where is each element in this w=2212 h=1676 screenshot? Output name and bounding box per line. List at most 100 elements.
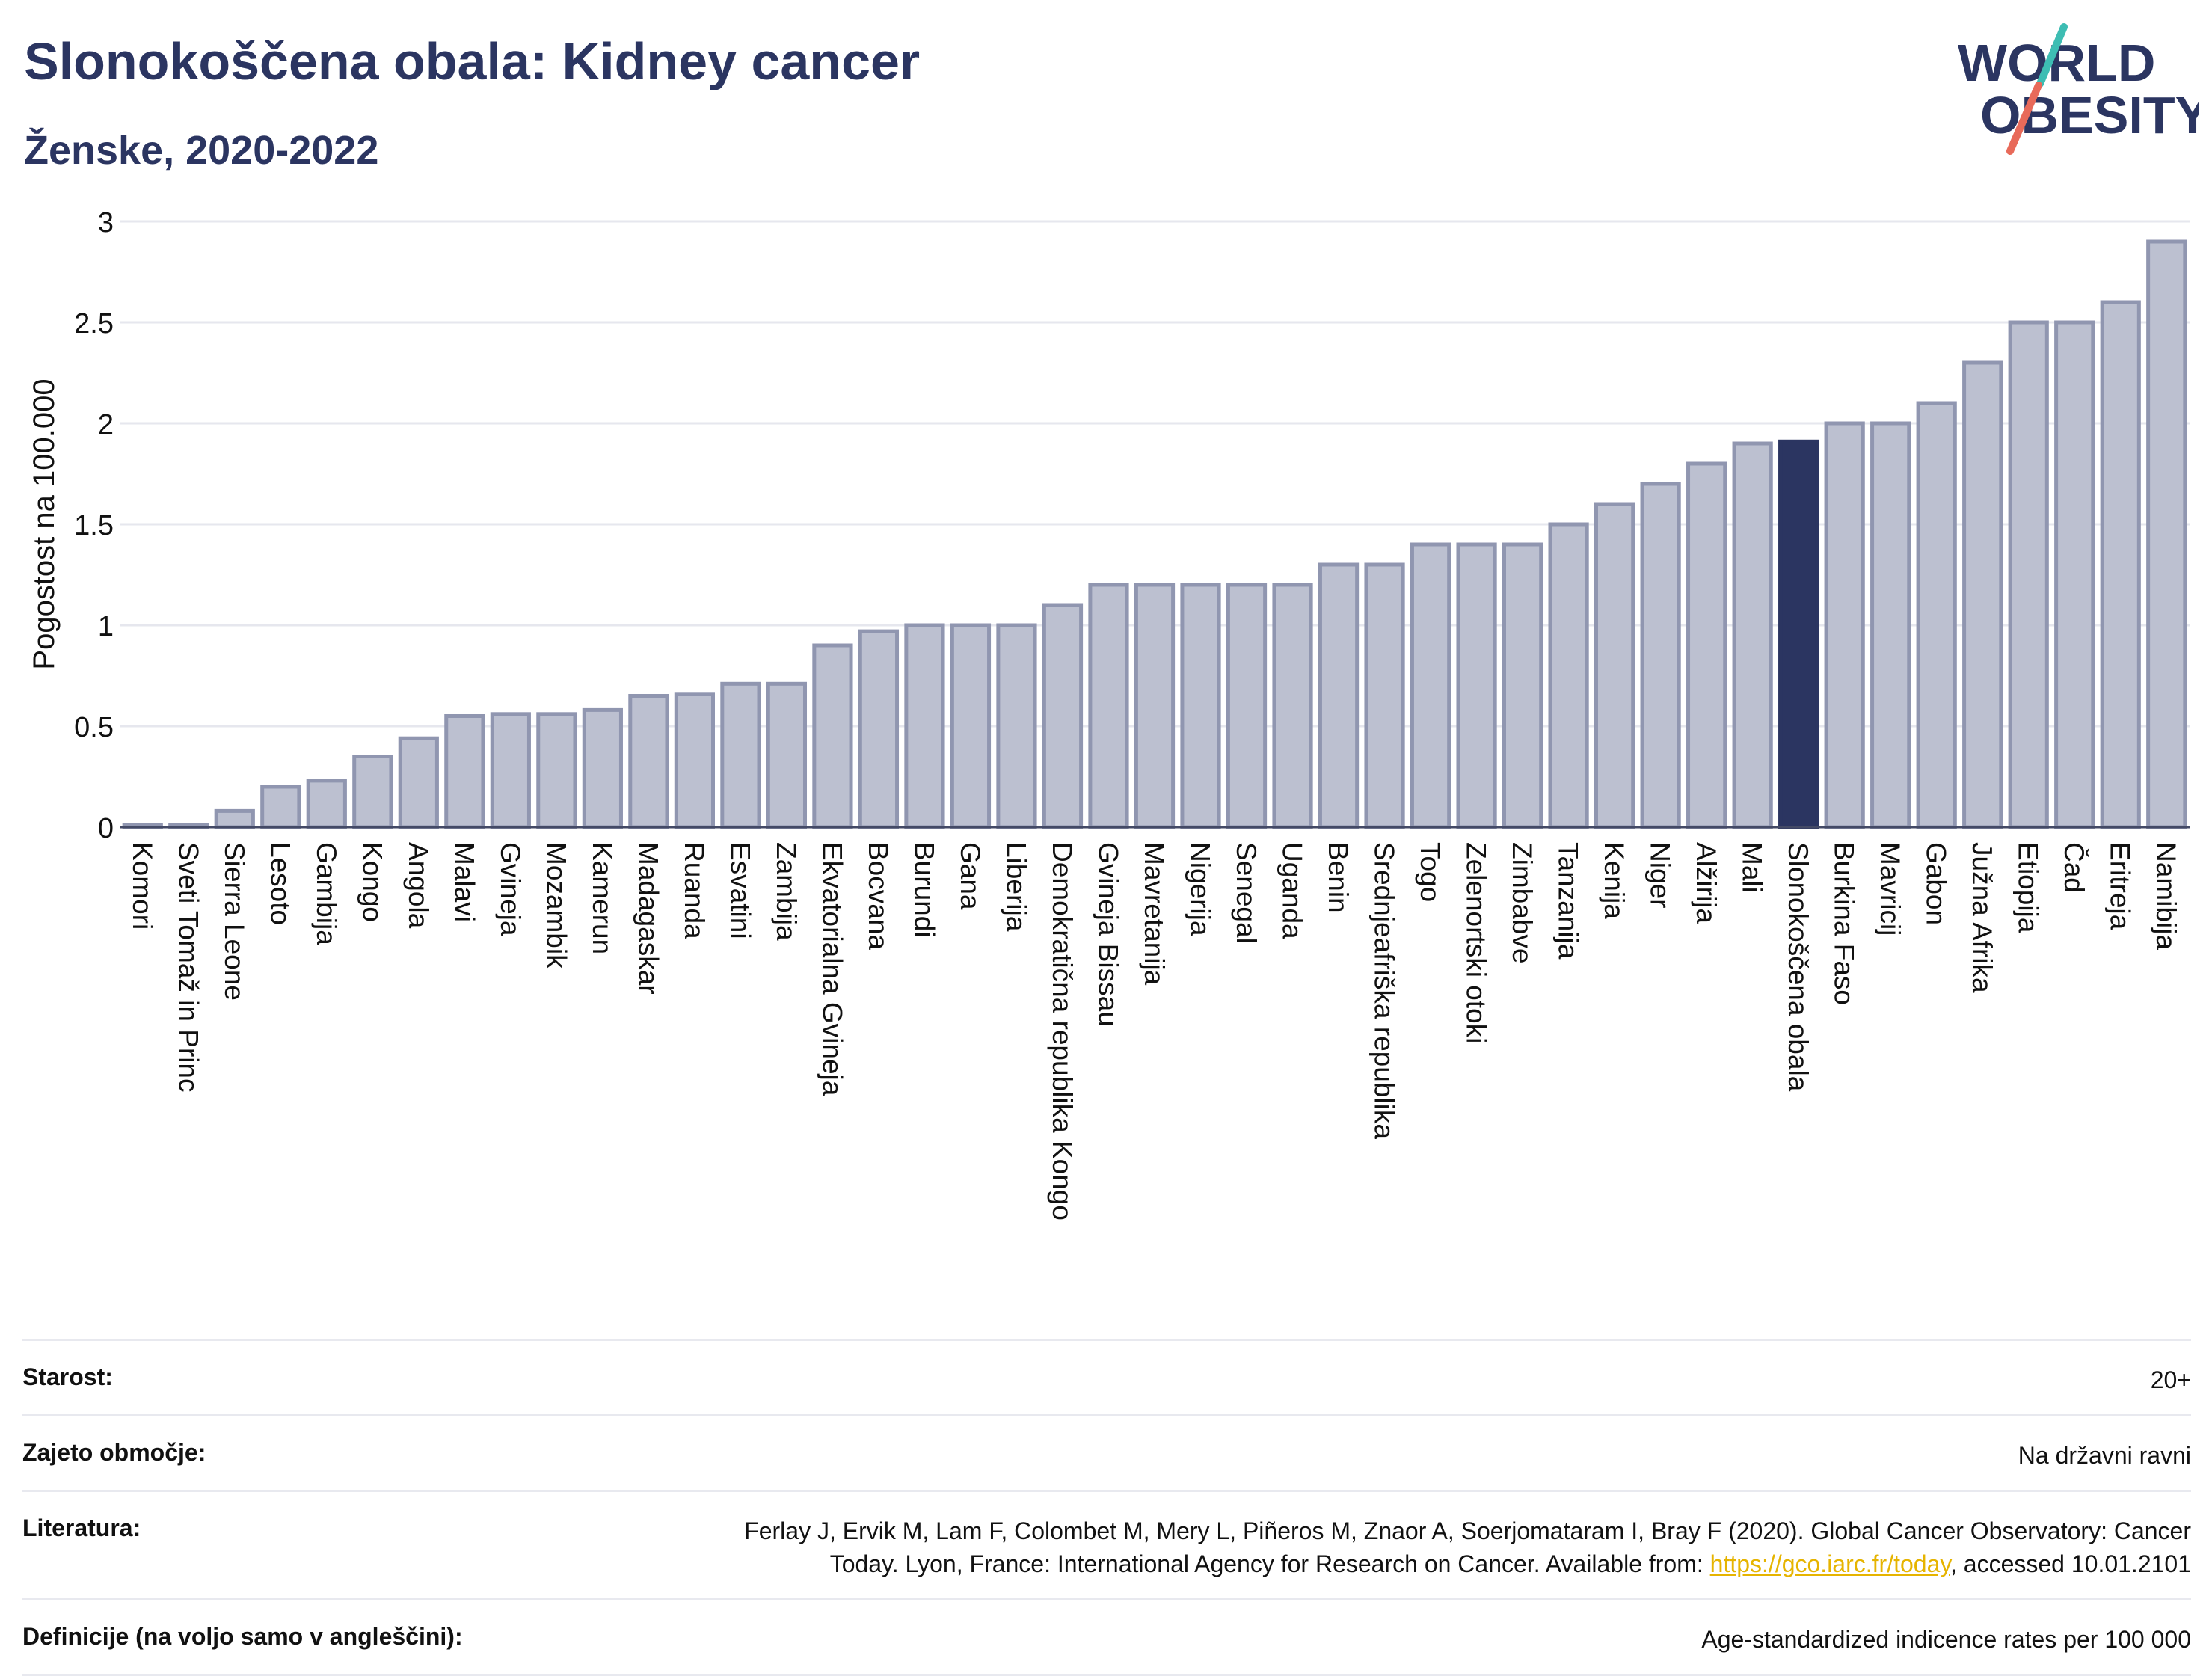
meta-row-definitions: Definicije (na voljo samo v angleščini):… — [22, 1598, 2191, 1676]
bar[interactable] — [536, 712, 577, 829]
bar[interactable] — [1640, 482, 1681, 829]
x-tick-label: Zambija — [771, 842, 802, 941]
bar[interactable] — [1594, 502, 1635, 829]
bar[interactable] — [1410, 542, 1451, 829]
x-tick-label: Gvineja — [495, 842, 526, 936]
x-tick-label: Mali — [1737, 842, 1768, 893]
bar[interactable] — [260, 785, 301, 829]
bar[interactable] — [1962, 360, 2003, 829]
bar[interactable] — [1088, 583, 1129, 829]
bar[interactable] — [444, 714, 485, 829]
y-tick-label: 0 — [98, 813, 114, 844]
bar[interactable] — [628, 694, 669, 829]
chart-title: Slonokoščena obala: Kidney cancer — [24, 32, 921, 90]
bar[interactable] — [1272, 583, 1313, 829]
bar[interactable] — [1502, 542, 1543, 829]
bar[interactable] — [950, 623, 992, 829]
meta-row-literature: Literatura: Ferlay J, Ervik M, Lam F, Co… — [22, 1490, 2191, 1598]
gco-link[interactable]: https://gco.iarc.fr/today — [1709, 1550, 1950, 1577]
bar[interactable] — [2054, 320, 2095, 829]
x-tick-label: Mavretanija — [1139, 842, 1170, 986]
x-tick-label: Alžirija — [1691, 842, 1721, 924]
bar[interactable] — [812, 643, 853, 829]
bar[interactable] — [1824, 421, 1865, 829]
bar[interactable] — [1778, 439, 1819, 829]
bar[interactable] — [1134, 583, 1176, 829]
bar[interactable] — [2146, 239, 2187, 829]
y-tick-label: 3 — [98, 207, 114, 239]
meta-label-definitions: Definicije (na voljo samo v angleščini): — [22, 1623, 463, 1650]
bar[interactable] — [1456, 542, 1497, 829]
x-tick-label: Bocvana — [863, 842, 894, 950]
x-tick-label: Angola — [403, 842, 434, 929]
x-axis-labels: Komori Sveti Tomaž in Princ Sierra Leone Le… — [127, 842, 2181, 1221]
bar[interactable] — [1226, 583, 1268, 829]
x-tick-label: Malavi — [449, 842, 479, 922]
bar[interactable] — [904, 623, 945, 829]
x-tick-label: Čad — [2059, 842, 2089, 893]
x-tick-label: Zelenortski otoki — [1461, 842, 1492, 1043]
bar[interactable] — [1364, 562, 1405, 829]
bar[interactable] — [720, 681, 761, 829]
bar[interactable] — [306, 779, 347, 829]
bar[interactable] — [1042, 603, 1084, 829]
x-tick-label: Benin — [1323, 842, 1354, 913]
x-tick-label: Namibija — [2151, 842, 2181, 950]
bar-chart: 0 0.5 1 1.5 2 2.5 3 Komori Sveti Tomaž in Princ… — [28, 207, 2190, 1221]
meta-value-definitions: Age-standardized indicence rates per 100… — [1701, 1626, 2191, 1653]
bar[interactable] — [214, 808, 255, 829]
bar[interactable] — [1318, 562, 1360, 829]
logo-slash-coral — [2006, 82, 2042, 155]
bar[interactable] — [352, 755, 393, 829]
literature-line-2-end: , accessed 10.01.2101 — [1950, 1550, 2191, 1577]
x-tick-label: Gabon — [1921, 842, 1952, 925]
x-tick-label: Kenija — [1599, 842, 1629, 919]
x-tick-label: Ekvatorialna Gvineja — [817, 842, 847, 1096]
x-tick-label: Tanzanija — [1553, 842, 1584, 960]
y-axis-label: Pogostost na 100.000 — [28, 378, 61, 669]
meta-value-literature: Ferlay J, Ervik M, Lam F, Colombet M, Me… — [744, 1514, 2191, 1580]
world-obesity-logo: WORLD OBESITY — [1958, 23, 2199, 155]
bar[interactable] — [2008, 320, 2049, 829]
x-tick-label: Ruanda — [679, 842, 710, 939]
x-tick-label: Južna Afrika — [1967, 842, 1997, 993]
x-tick-label: Uganda — [1277, 842, 1308, 939]
bar[interactable] — [1548, 522, 1589, 829]
x-tick-label: Eritreja — [2105, 842, 2136, 930]
x-tick-label: Slonokoščena obala — [1783, 842, 1813, 1092]
x-tick-label: Etiopija — [2013, 842, 2044, 933]
x-tick-label: Sierra Leone — [219, 842, 250, 1001]
meta-row-area: Zajeto območje: Na državni ravni — [22, 1414, 2191, 1490]
x-tick-label: Mozambik — [541, 842, 571, 969]
bar[interactable] — [1180, 583, 1221, 829]
metadata-table: Starost: 20+ Zajeto območje: Na državni … — [22, 1339, 2191, 1676]
logo-slash-teal — [2036, 23, 2068, 88]
x-tick-label: Kamerun — [587, 842, 618, 954]
y-tick-label: 2.5 — [74, 308, 114, 340]
y-tick-label: 2 — [98, 409, 114, 441]
x-tick-label: Gvineja Bissau — [1093, 842, 1123, 1027]
bar[interactable] — [1732, 441, 1773, 829]
x-tick-label: Mavricij — [1875, 842, 1905, 936]
chart-subtitle: Ženske, 2020-2022 — [24, 128, 379, 173]
x-tick-label: Senegal — [1231, 842, 1262, 944]
bar[interactable] — [674, 692, 715, 829]
bar[interactable] — [1916, 401, 1957, 829]
bar[interactable] — [2100, 300, 2141, 829]
meta-value-area: Na državni ravni — [2018, 1442, 2191, 1469]
x-tick-label: Komori — [127, 842, 158, 930]
x-tick-label: Sveti Tomaž in Princ — [173, 842, 203, 1093]
bar[interactable] — [1686, 461, 1727, 829]
bar[interactable] — [1870, 421, 1911, 829]
bar[interactable] — [398, 736, 439, 829]
meta-label-area: Zajeto območje: — [22, 1439, 206, 1466]
x-tick-label: Gambija — [311, 842, 342, 945]
x-tick-label: Srednjeafriška republika — [1369, 842, 1400, 1139]
bar[interactable] — [766, 681, 808, 829]
bar[interactable] — [490, 712, 531, 829]
x-tick-label: Esvatini — [725, 842, 755, 939]
bar[interactable] — [996, 623, 1037, 829]
bar[interactable] — [582, 707, 623, 829]
bar[interactable] — [858, 629, 900, 829]
x-tick-label: Burkina Faso — [1829, 842, 1860, 1005]
